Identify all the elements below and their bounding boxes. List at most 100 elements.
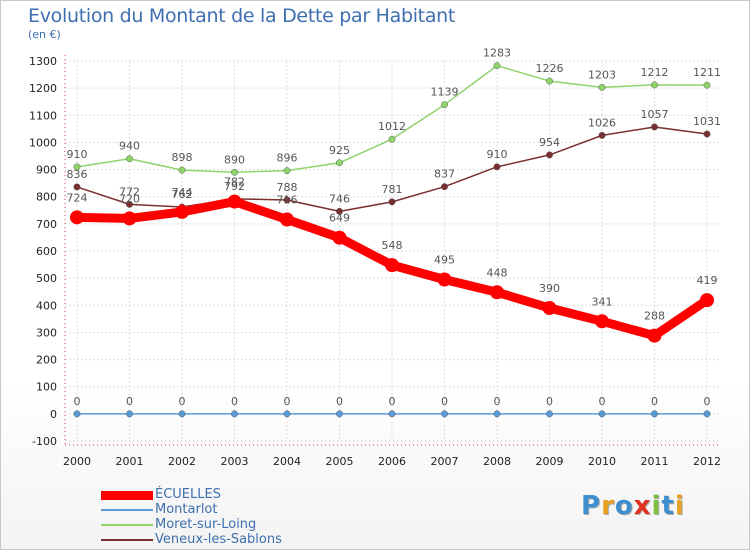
data-label: 762: [172, 188, 193, 201]
data-point: [388, 135, 396, 143]
data-label: 837: [434, 168, 455, 181]
data-label: 720: [119, 192, 140, 205]
data-label: 772: [119, 185, 140, 198]
x-tick-label: 2012: [693, 455, 721, 468]
data-point: [231, 410, 238, 418]
proxiti-logo: Proxiti: [581, 491, 685, 521]
data-label: 0: [231, 395, 238, 408]
x-tick-label: 2001: [116, 455, 144, 468]
data-label: 836: [67, 168, 88, 181]
data-label: 0: [546, 395, 553, 408]
data-label: 940: [119, 140, 140, 153]
x-tick-label: 2011: [641, 455, 669, 468]
data-label: 1057: [641, 108, 669, 121]
x-tick-label: 2007: [431, 455, 459, 468]
data-label: 781: [382, 183, 403, 196]
data-point: [283, 196, 291, 204]
y-tick-label: 1100: [29, 109, 57, 122]
data-point: [280, 212, 294, 227]
data-point: [703, 81, 711, 89]
y-tick-label: 900: [36, 164, 57, 177]
data-point: [493, 62, 501, 70]
data-point: [703, 410, 711, 418]
x-tick-label: 2004: [273, 455, 301, 468]
logo-letter: P: [581, 491, 602, 521]
data-label: 1211: [693, 66, 721, 79]
data-point: [73, 183, 81, 191]
grid: [65, 60, 719, 442]
data-labels: 910 940 898 890 896 925 1012 1139 1283 1226 1203 12…: [67, 47, 722, 408]
data-label: 0: [336, 395, 343, 408]
data-point: [493, 163, 501, 171]
data-label: 744: [172, 186, 193, 199]
data-point: [441, 410, 448, 418]
data-label: 898: [172, 151, 193, 164]
y-tick-label: -100: [32, 435, 57, 448]
data-label: 0: [126, 395, 133, 408]
x-tick-label: 2006: [378, 455, 406, 468]
legend-label: Montarlot: [155, 502, 218, 517]
legend-label: Moret-sur-Loing: [155, 517, 257, 532]
data-label: 792: [224, 180, 245, 193]
data-point: [647, 328, 662, 343]
legend-label: ÉCUELLES: [155, 487, 221, 502]
data-label: 1212: [641, 66, 669, 79]
chart-subtitle: (en €): [28, 28, 61, 41]
data-label: 0: [651, 395, 658, 408]
data-label: 788: [277, 181, 298, 194]
data-point: [437, 272, 452, 287]
logo-letter: x: [633, 491, 652, 521]
data-label: 954: [539, 136, 560, 149]
data-point: [122, 211, 137, 226]
data-point: [73, 163, 81, 171]
data-point: [598, 83, 606, 91]
data-point: [231, 168, 238, 176]
data-point: [546, 410, 553, 418]
data-point: [336, 159, 343, 167]
data-label: 896: [277, 152, 298, 165]
data-label: 419: [697, 274, 718, 287]
data-label: 724: [67, 191, 88, 204]
data-point: [227, 194, 242, 209]
logo-letter: o: [614, 491, 634, 521]
logo-letter: t: [661, 491, 675, 521]
data-point: [651, 123, 658, 131]
y-tick-label: 800: [36, 191, 57, 204]
y-tick-label: 1300: [29, 55, 57, 68]
y-tick-label: 700: [36, 218, 57, 231]
data-point: [332, 230, 347, 245]
data-point: [595, 314, 609, 329]
y-tick-label: 600: [36, 245, 57, 258]
data-label: 0: [494, 395, 501, 408]
data-point: [546, 151, 553, 159]
data-label: 910: [487, 148, 508, 161]
data-label: 1139: [431, 86, 459, 99]
data-label: 1226: [536, 62, 564, 75]
y-tick-label: 1200: [29, 82, 57, 95]
data-label: 448: [487, 266, 508, 279]
data-point: [388, 198, 396, 206]
y-tick-label: 400: [36, 299, 57, 312]
data-point: [441, 101, 448, 109]
x-tick-label: 2002: [168, 455, 196, 468]
data-label: 390: [539, 282, 560, 295]
legend-swatch: [101, 509, 153, 511]
data-point: [175, 204, 189, 219]
data-label: 1031: [693, 115, 721, 128]
data-point: [651, 410, 658, 418]
y-tick-label: 100: [36, 381, 57, 394]
data-point: [546, 77, 553, 85]
data-label: 548: [382, 239, 403, 252]
data-label: 0: [74, 395, 81, 408]
data-label: 0: [284, 395, 291, 408]
data-label: 1203: [588, 68, 616, 81]
data-point: [126, 155, 133, 163]
x-tick-label: 2005: [326, 455, 354, 468]
data-point: [178, 410, 186, 418]
data-point: [283, 167, 291, 175]
series-lines: [70, 62, 714, 418]
data-point: [70, 210, 84, 225]
data-point: [126, 200, 133, 208]
data-label: 716: [277, 194, 298, 207]
